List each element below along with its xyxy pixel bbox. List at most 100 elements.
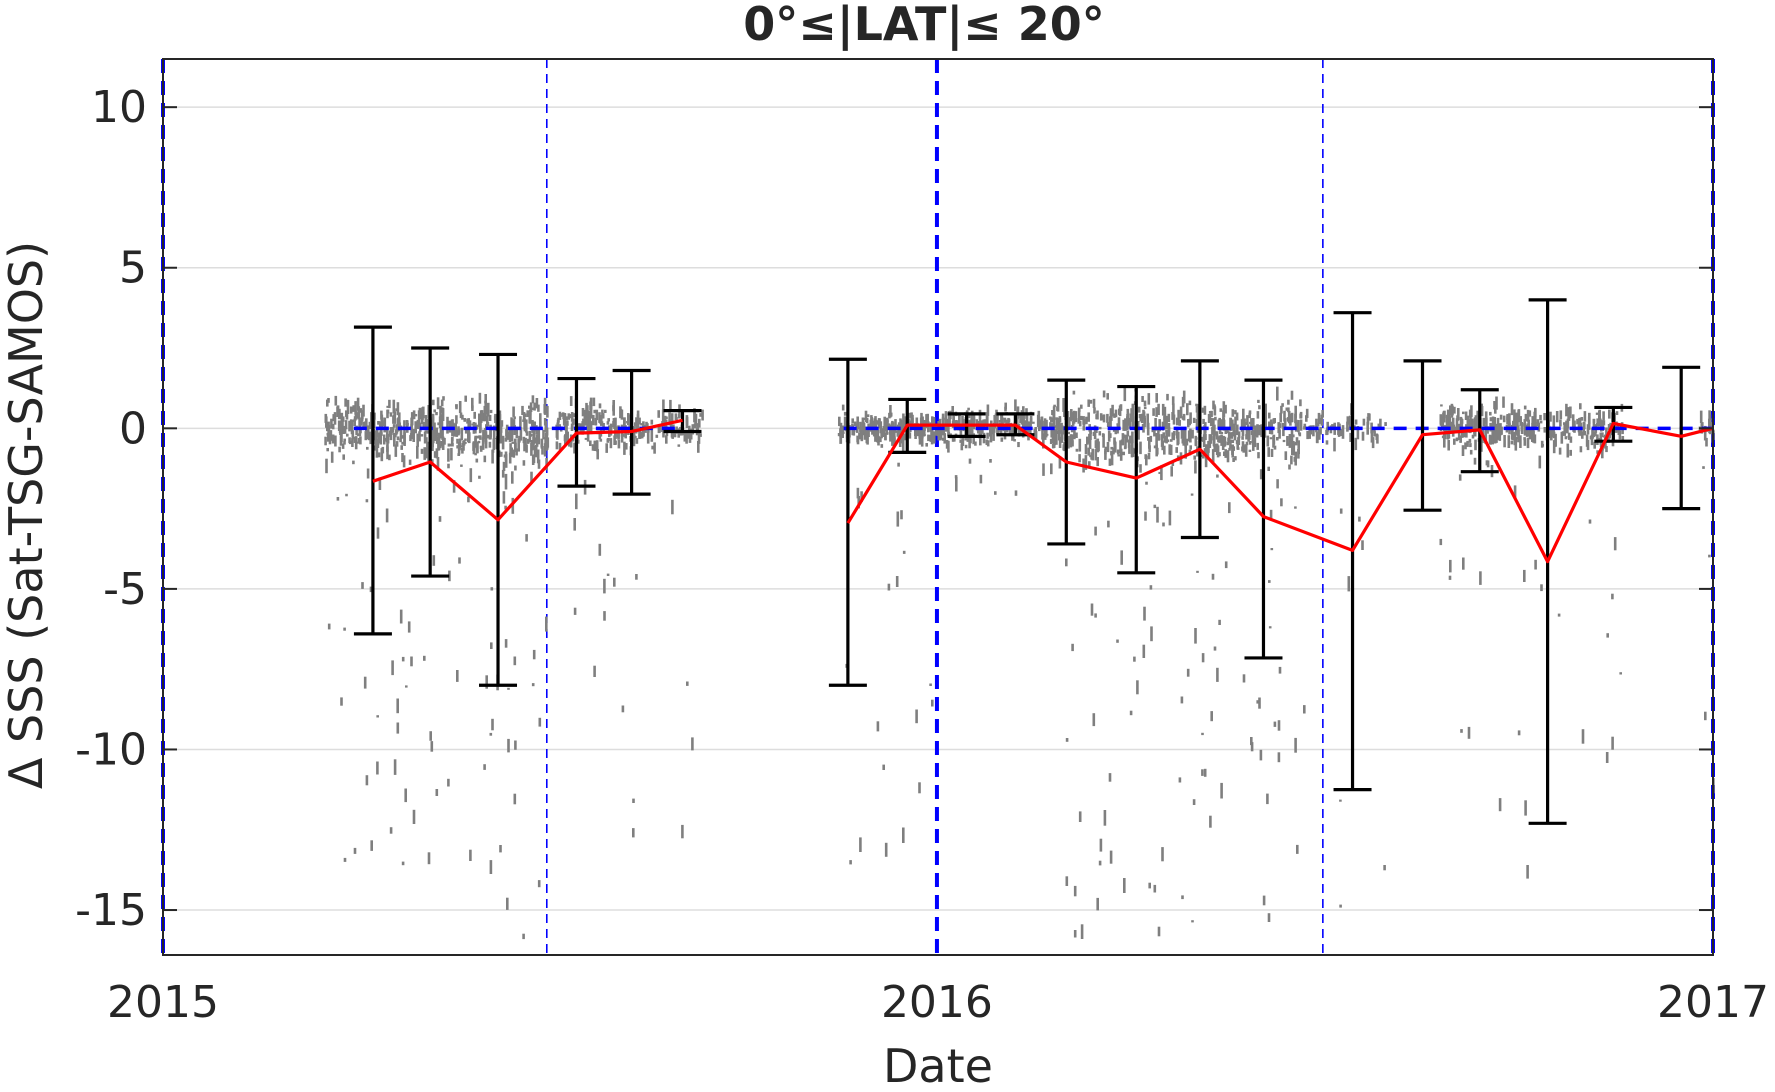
data-point: [993, 415, 996, 424]
mean-line-series: [372, 418, 683, 522]
data-point: [483, 455, 487, 463]
data-point: [1218, 417, 1221, 422]
data-point: [431, 444, 434, 451]
data-point: [1129, 710, 1133, 716]
data-point: [501, 435, 505, 450]
data-point: [522, 933, 525, 940]
data-point: [1072, 410, 1076, 424]
data-point: [979, 474, 983, 484]
data-point: [1053, 404, 1056, 408]
data-point: [343, 426, 347, 434]
data-point: [689, 432, 693, 440]
data-point: [507, 738, 510, 753]
data-point: [544, 420, 548, 432]
data-point: [1049, 438, 1053, 444]
data-point: [1541, 444, 1544, 447]
data-point: [511, 441, 515, 444]
data-point: [539, 421, 542, 430]
data-point: [1107, 520, 1110, 528]
data-point: [930, 424, 934, 436]
data-point: [1603, 435, 1607, 438]
data-point: [1019, 427, 1022, 436]
data-point: [1040, 416, 1044, 430]
data-point: [1094, 613, 1097, 618]
data-point: [1106, 421, 1110, 427]
data-point: [1146, 413, 1149, 428]
data-point: [675, 416, 678, 421]
data-point: [1248, 426, 1251, 440]
data-point: [1462, 557, 1465, 570]
data-point: [393, 759, 397, 775]
data-point: [989, 429, 993, 443]
data-point: [456, 438, 459, 444]
data-point: [1503, 435, 1506, 448]
data-point: [1153, 884, 1157, 893]
data-point: [599, 415, 602, 425]
data-point: [1469, 443, 1472, 448]
data-point: [374, 432, 378, 444]
x-tick-label: 2017: [1657, 977, 1769, 1028]
data-point: [1246, 415, 1249, 425]
data-point: [1209, 438, 1213, 444]
data-point: [1589, 435, 1593, 440]
data-point: [573, 518, 576, 531]
data-point: [866, 414, 870, 418]
data-point: [1615, 411, 1619, 415]
data-point: [1195, 406, 1199, 413]
data-point: [511, 497, 515, 514]
data-point: [1137, 406, 1141, 413]
data-point: [439, 444, 442, 449]
data-point: [1231, 432, 1234, 437]
data-point: [1087, 447, 1090, 456]
data-point: [1458, 435, 1462, 439]
data-point: [456, 670, 459, 682]
data-point: [1599, 418, 1602, 425]
data-point: [439, 429, 443, 439]
data-point: [603, 611, 606, 621]
data-point: [841, 404, 845, 411]
data-point: [889, 405, 892, 418]
data-point: [856, 416, 859, 428]
data-point: [1038, 426, 1041, 432]
y-tick-label: 0: [119, 403, 147, 454]
data-point: [1582, 421, 1586, 430]
data-point: [396, 436, 400, 441]
data-point: [919, 423, 923, 438]
data-point: [677, 413, 681, 419]
data-point: [365, 775, 369, 786]
data-point: [1217, 419, 1221, 429]
data-point: [1142, 409, 1145, 420]
data-point: [538, 717, 542, 727]
data-point: [571, 424, 574, 429]
data-point: [617, 439, 621, 449]
data-point: [331, 434, 335, 444]
data-point: [1057, 421, 1061, 432]
data-point: [487, 402, 490, 417]
data-point: [1523, 419, 1527, 427]
data-point: [1089, 430, 1092, 440]
data-point: [420, 434, 424, 437]
data-point: [1213, 404, 1216, 408]
data-point: [636, 410, 640, 418]
data-point: [969, 421, 972, 424]
data-point: [569, 396, 573, 406]
data-point: [1283, 418, 1287, 426]
data-point: [1242, 408, 1245, 422]
data-point: [481, 437, 485, 450]
data-point: [864, 410, 868, 423]
data-point: [374, 445, 377, 451]
data-point: [490, 587, 494, 591]
data-point: [1253, 437, 1257, 447]
data-point: [472, 442, 475, 451]
data-point: [934, 427, 938, 436]
data-point: [1113, 437, 1116, 445]
data-point: [523, 422, 527, 432]
data-point: [1543, 427, 1547, 433]
data-point: [1116, 449, 1120, 454]
data-point: [399, 425, 403, 440]
data-point: [896, 430, 900, 437]
data-point: [564, 434, 567, 445]
data-point: [438, 516, 442, 522]
data-point: [642, 433, 645, 437]
data-point: [1441, 418, 1445, 430]
